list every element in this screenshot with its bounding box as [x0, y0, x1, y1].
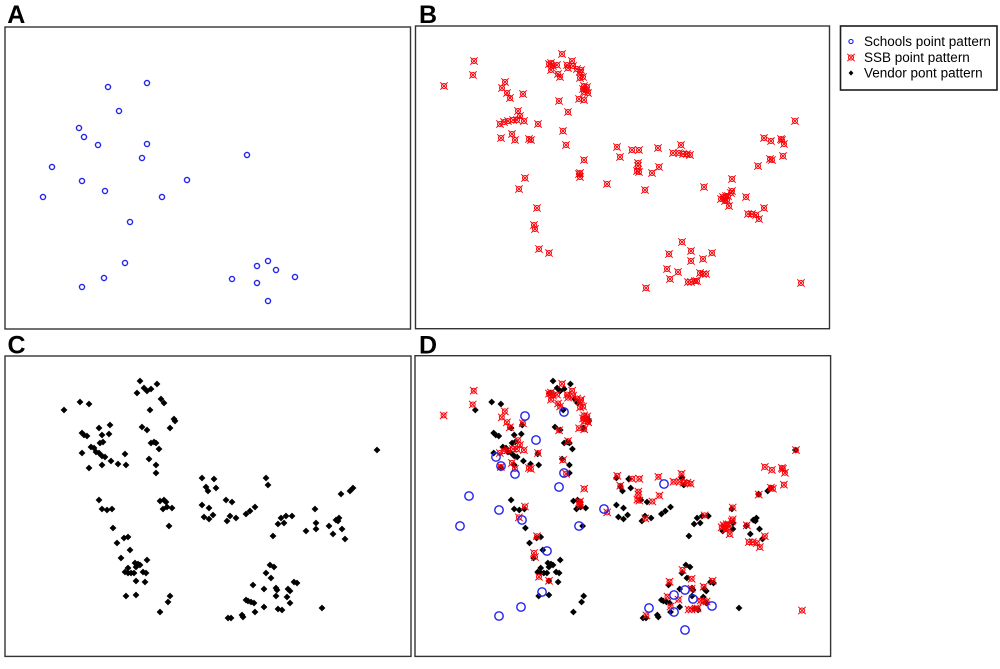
svg-text:C: C [8, 331, 26, 359]
svg-text:SSB point pattern: SSB point pattern [864, 50, 970, 65]
svg-text:B: B [419, 1, 437, 29]
svg-text:A: A [7, 1, 25, 29]
svg-text:D: D [419, 331, 437, 359]
svg-text:Schools point pattern: Schools point pattern [864, 34, 991, 49]
svg-text:Vendor pont pattern: Vendor pont pattern [864, 66, 983, 81]
